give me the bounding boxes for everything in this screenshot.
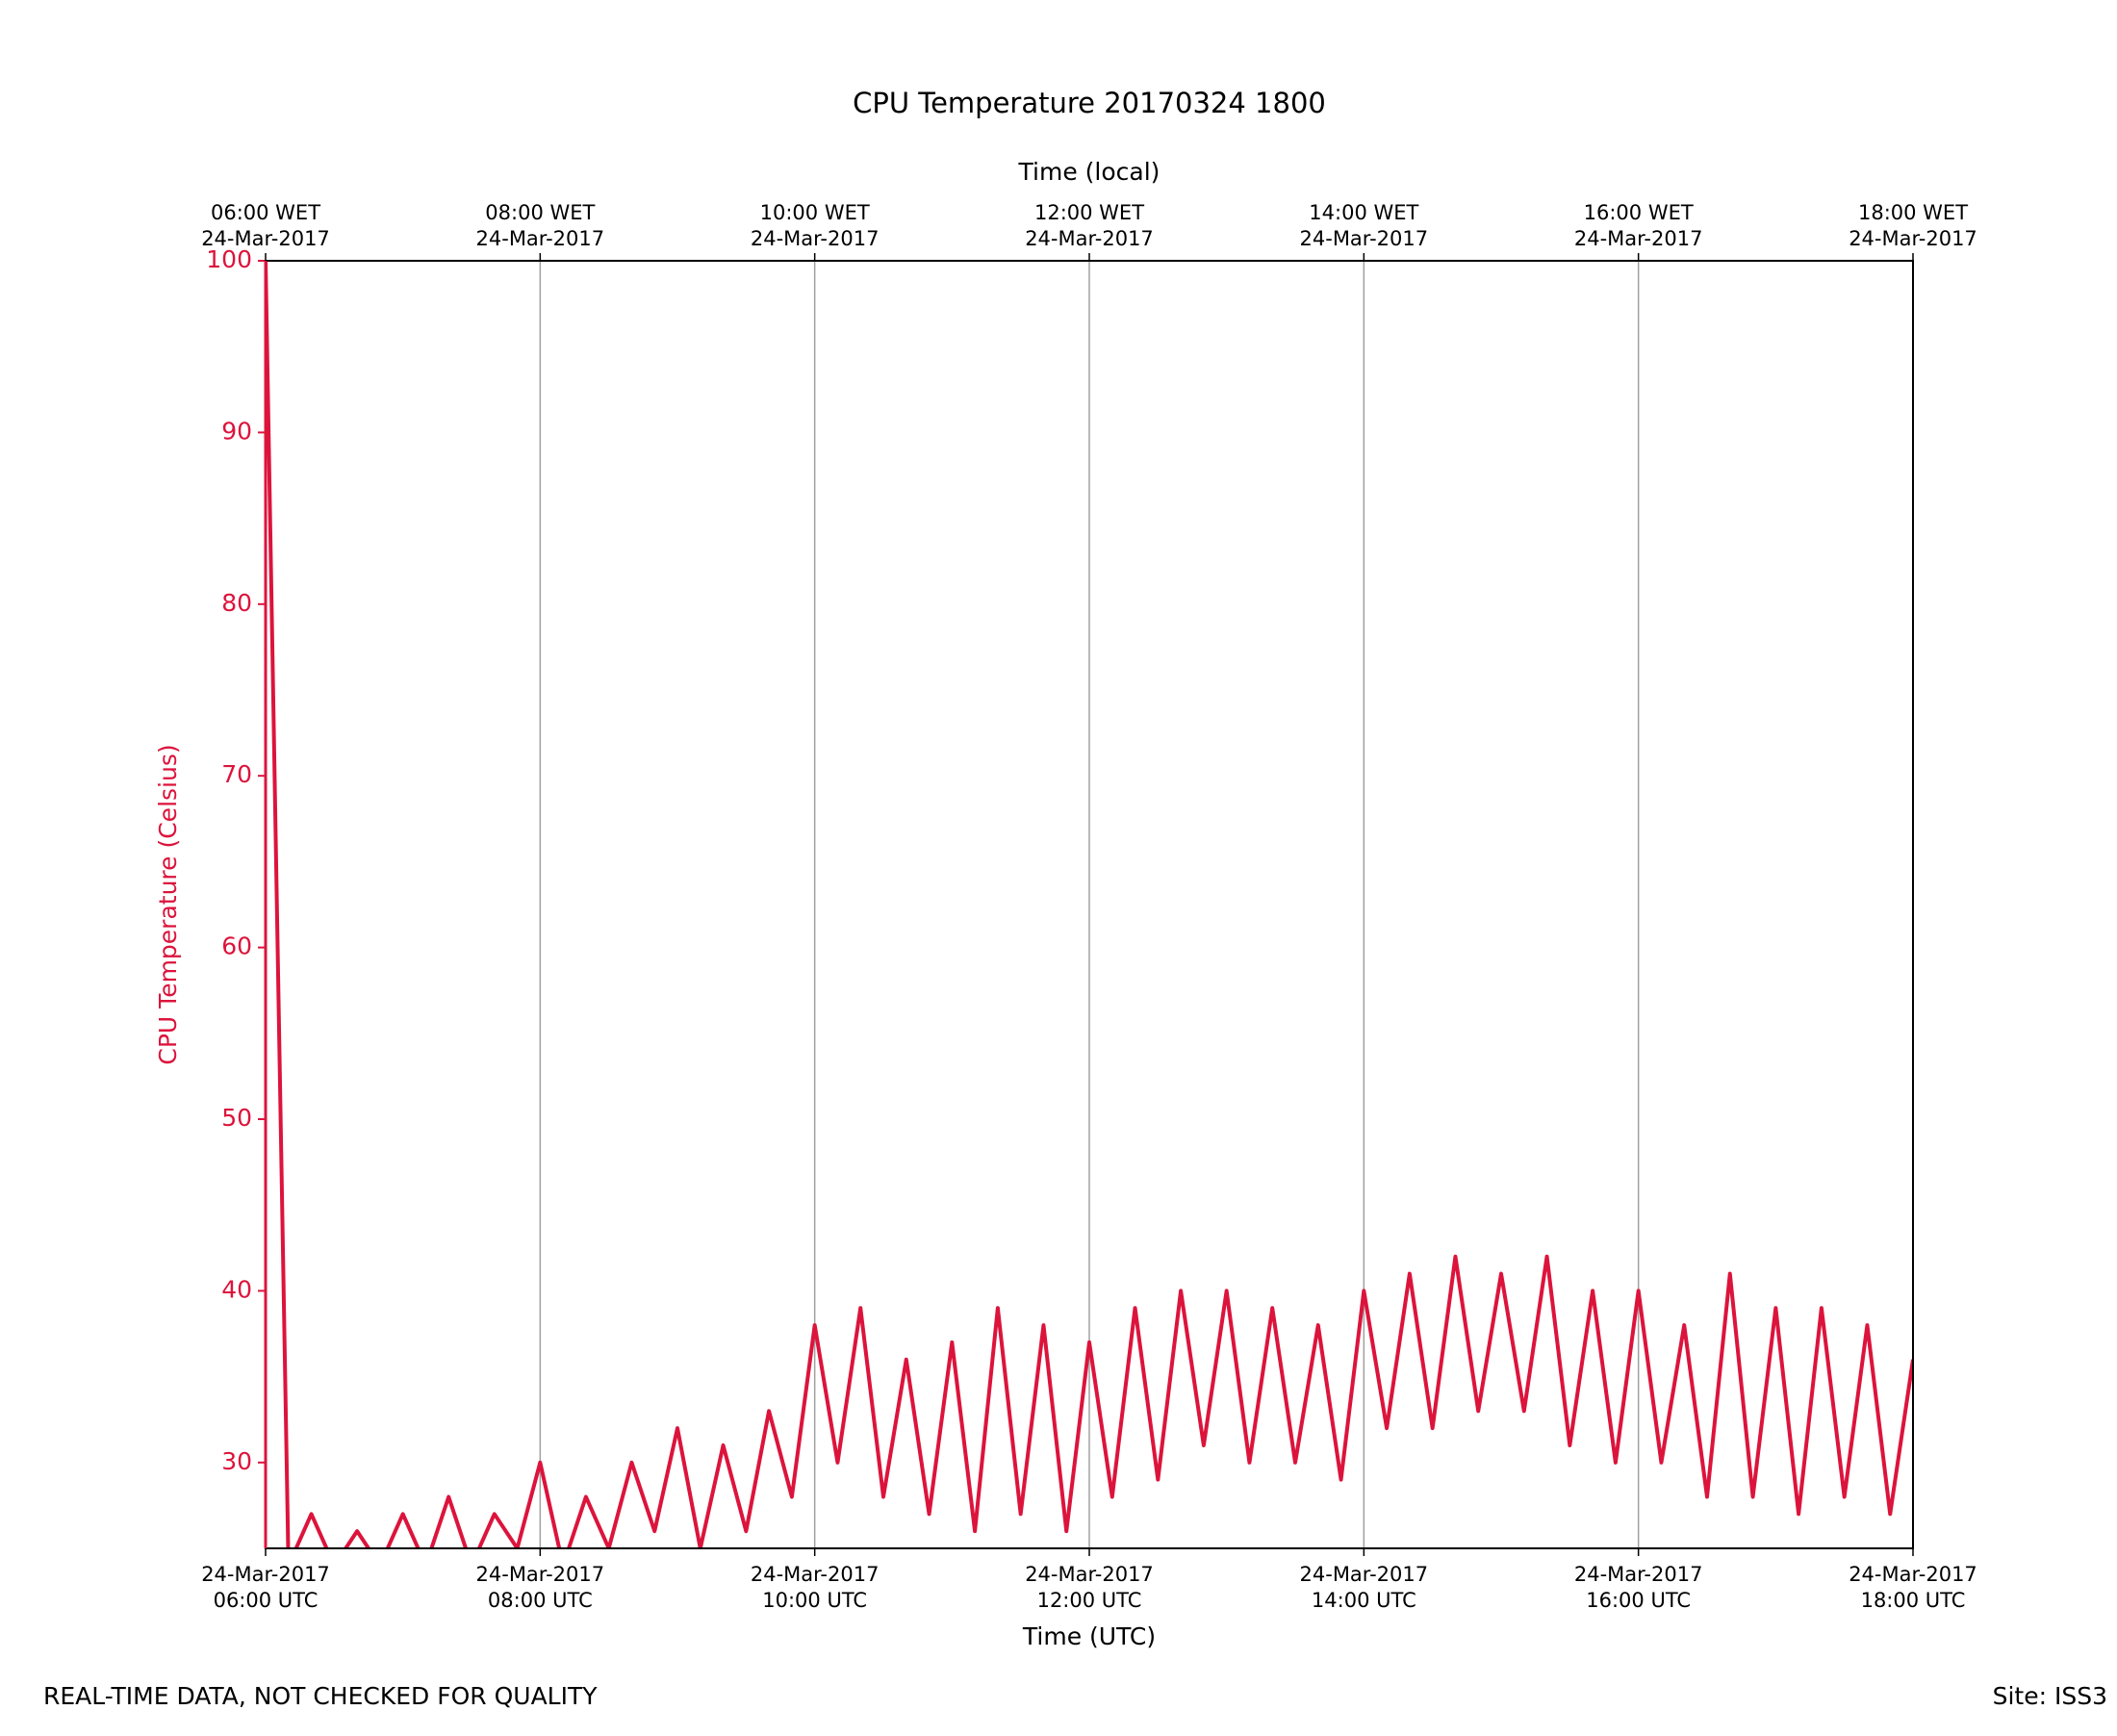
x-tick-label-line: 06:00 UTC xyxy=(214,1589,319,1612)
x-tick-label-line: 10:00 UTC xyxy=(762,1589,867,1612)
y-tick-label: 80 xyxy=(221,589,252,617)
x-tick-label-line: 24-Mar-2017 xyxy=(201,1563,330,1586)
top-tick-label-line: 08:00 WET xyxy=(485,201,595,224)
y-tick-label: 90 xyxy=(221,417,252,445)
top-tick-label-line: 12:00 WET xyxy=(1034,201,1144,224)
top-tick-label-line: 24-Mar-2017 xyxy=(1300,227,1429,250)
footer-note: REAL-TIME DATA, NOT CHECKED FOR QUALITY xyxy=(43,1682,598,1710)
top-tick-label-line: 16:00 WET xyxy=(1584,201,1694,224)
y-tick-label: 30 xyxy=(221,1447,252,1475)
x-tick-label-line: 24-Mar-2017 xyxy=(476,1563,605,1586)
x-tick-label: 24-Mar-2017 16:00 UTC xyxy=(1574,1563,1703,1612)
y-tick-label: 70 xyxy=(221,760,252,788)
top-tick-label-line: 24-Mar-2017 xyxy=(1025,227,1154,250)
x-tick-label-line: 24-Mar-2017 xyxy=(1025,1563,1154,1586)
x-axis-label: Time (UTC) xyxy=(1022,1622,1156,1650)
top-tick-label-line: 24-Mar-2017 xyxy=(1574,227,1703,250)
x-tick-label-line: 24-Mar-2017 xyxy=(1300,1563,1429,1586)
x-tick-label-line: 16:00 UTC xyxy=(1586,1589,1691,1612)
x-tick-label: 24-Mar-2017 10:00 UTC xyxy=(751,1563,880,1612)
top-tick-label: 06:00 WET 24-Mar-2017 xyxy=(201,201,330,250)
top-tick-label: 10:00 WET 24-Mar-2017 xyxy=(751,201,880,250)
site-label: Site: ISS3 xyxy=(1993,1682,2107,1710)
x-tick-label: 24-Mar-2017 14:00 UTC xyxy=(1300,1563,1429,1612)
x-tick-label: 24-Mar-2017 06:00 UTC xyxy=(201,1563,330,1612)
x-tick-label: 24-Mar-2017 12:00 UTC xyxy=(1025,1563,1154,1612)
y-tick-label: 40 xyxy=(221,1275,252,1303)
x-tick-label-line: 08:00 UTC xyxy=(488,1589,593,1612)
data-line xyxy=(266,261,1913,1548)
top-tick-label: 08:00 WET 24-Mar-2017 xyxy=(476,201,605,250)
x-tick-label-line: 12:00 UTC xyxy=(1037,1589,1142,1612)
top-axis-label: Time (local) xyxy=(1018,158,1161,186)
top-tick-label: 12:00 WET 24-Mar-2017 xyxy=(1025,201,1154,250)
y-tick-label: 50 xyxy=(221,1104,252,1132)
top-tick-label-line: 24-Mar-2017 xyxy=(476,227,605,250)
x-tick-label-line: 24-Mar-2017 xyxy=(751,1563,880,1586)
chart-title: CPU Temperature 20170324 1800 xyxy=(853,87,1326,119)
x-tick-label: 24-Mar-2017 08:00 UTC xyxy=(476,1563,605,1612)
top-tick-label-line: 24-Mar-2017 xyxy=(751,227,880,250)
top-tick-label-line: 14:00 WET xyxy=(1309,201,1418,224)
x-tick-label-line: 18:00 UTC xyxy=(1861,1589,1966,1612)
top-tick-label: 14:00 WET 24-Mar-2017 xyxy=(1300,201,1429,250)
y-tick-label: 60 xyxy=(221,932,252,960)
x-tick-label: 24-Mar-2017 18:00 UTC xyxy=(1849,1563,1977,1612)
x-tick-label-line: 24-Mar-2017 xyxy=(1849,1563,1977,1586)
top-tick-label-line: 10:00 WET xyxy=(760,201,870,224)
top-tick-label: 16:00 WET 24-Mar-2017 xyxy=(1574,201,1703,250)
top-tick-label-line: 18:00 WET xyxy=(1858,201,1968,224)
y-tick-label: 100 xyxy=(206,245,252,273)
top-tick-label-line: 24-Mar-2017 xyxy=(201,227,330,250)
y-axis-label: CPU Temperature (Celsius) xyxy=(154,744,182,1064)
top-tick-label-line: 24-Mar-2017 xyxy=(1849,227,1977,250)
x-tick-label-line: 24-Mar-2017 xyxy=(1574,1563,1703,1586)
top-tick-label-line: 06:00 WET xyxy=(211,201,320,224)
x-tick-label-line: 14:00 UTC xyxy=(1312,1589,1416,1612)
top-tick-label: 18:00 WET 24-Mar-2017 xyxy=(1849,201,1977,250)
